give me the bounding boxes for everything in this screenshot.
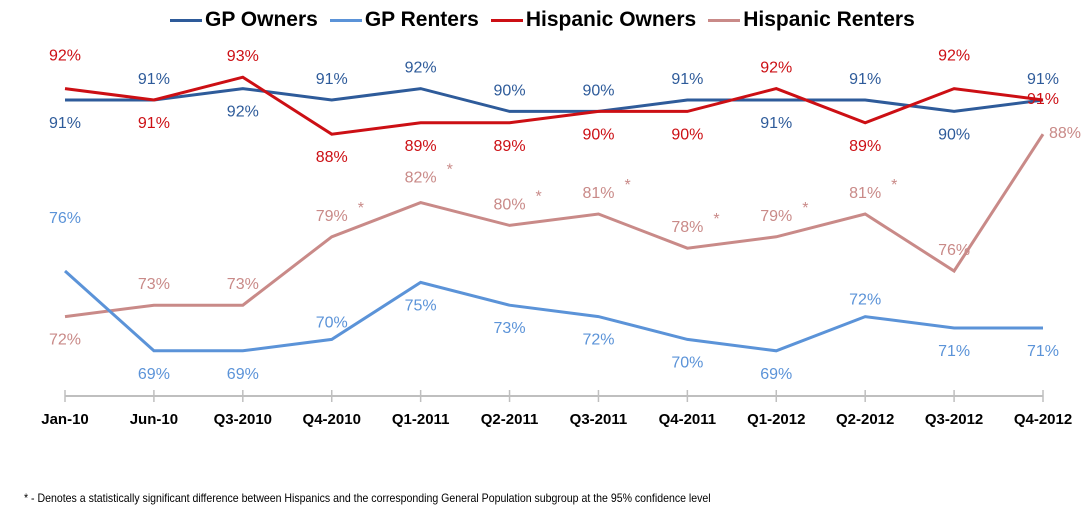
data-label-gp-owners: 91%	[49, 115, 81, 132]
data-label-hispanic-owners: 90%	[671, 126, 703, 143]
data-label-gp-renters: 69%	[760, 366, 792, 383]
data-label-gp-owners: 91%	[849, 71, 881, 88]
data-label-hispanic-owners: 88%	[316, 149, 348, 166]
x-tick-label: Jan-10	[41, 411, 89, 428]
x-tick-label: Q1-2011	[392, 411, 450, 428]
data-label-gp-owners: 91%	[1027, 71, 1059, 88]
x-tick-label: Jun-10	[130, 411, 178, 428]
x-tick-label: Q3-2012	[925, 411, 983, 428]
data-label-gp-renters: 72%	[849, 292, 881, 309]
data-label-hispanic-renters: 76%	[938, 242, 970, 259]
data-label-gp-renters: 69%	[138, 366, 170, 383]
data-label-gp-owners: 90%	[494, 82, 526, 99]
data-label-gp-renters: 70%	[316, 314, 348, 331]
significance-marker: *	[624, 177, 630, 194]
series-line-hispanic-renters	[64, 133, 1045, 319]
legend-swatch-gp-renters	[329, 18, 362, 22]
data-label-gp-owners: 91%	[316, 71, 348, 88]
data-label-gp-renters: 69%	[227, 366, 259, 383]
data-label-gp-renters: 70%	[671, 354, 703, 371]
legend-label-hispanic-renters: Hispanic Renters	[743, 8, 915, 31]
legend-swatch-hispanic-renters	[708, 18, 741, 22]
line-chart: Jan-10 Jun-10 Q3-2010 Q4-2010 Q1-2011 Q2-2011…	[41, 48, 1081, 428]
x-tick-label: Q2-2012	[836, 411, 894, 428]
x-tick-label: Q4-2010	[303, 411, 361, 428]
significance-marker: *	[536, 188, 542, 205]
x-tick-label: Q4-2011	[659, 411, 717, 428]
series-line-gp-owners	[65, 87, 1044, 113]
data-label-gp-owners: 90%	[582, 82, 614, 99]
data-label-gp-owners: 91%	[671, 71, 703, 88]
data-label-gp-owners: 92%	[227, 104, 259, 121]
data-label-hispanic-renters: 79%	[760, 208, 792, 225]
data-label-hispanic-owners: 92%	[938, 48, 970, 65]
legend-item-gp-renters: GP Renters	[329, 8, 479, 32]
significance-marker: *	[802, 200, 808, 217]
significance-marker: *	[358, 200, 364, 217]
data-label-hispanic-renters: 82%	[405, 170, 437, 187]
legend-item-hispanic-owners: Hispanic Owners	[490, 8, 697, 32]
data-label-hispanic-owners: 91%	[138, 115, 170, 132]
x-tick-label: Q3-2011	[570, 411, 628, 428]
data-label-hispanic-renters: 73%	[227, 276, 259, 293]
legend-label-gp-renters: GP Renters	[364, 8, 479, 31]
x-tick-label: Q3-2010	[214, 411, 272, 428]
data-label-hispanic-renters: 78%	[671, 219, 703, 236]
data-label-gp-owners: 91%	[138, 71, 170, 88]
data-label-hispanic-owners: 91%	[1027, 91, 1059, 108]
data-label-gp-renters: 75%	[405, 297, 437, 314]
data-label-hispanic-renters: 81%	[582, 185, 614, 202]
legend-item-hispanic-renters: Hispanic Renters	[708, 8, 915, 32]
data-label-hispanic-renters: 72%	[49, 332, 81, 349]
x-tick-label: Q2-2011	[481, 411, 539, 428]
data-label-hispanic-owners: 92%	[760, 60, 792, 77]
legend-swatch-gp-owners	[170, 18, 202, 22]
data-label-gp-owners: 91%	[760, 115, 792, 132]
data-label-gp-renters: 76%	[49, 210, 81, 227]
data-label-hispanic-owners: 92%	[49, 48, 81, 65]
data-label-hispanic-owners: 89%	[405, 138, 437, 155]
legend-label-hispanic-owners: Hispanic Owners	[525, 8, 697, 31]
data-label-gp-renters: 73%	[494, 320, 526, 337]
data-label-hispanic-owners: 89%	[849, 138, 881, 155]
series-line-hispanic-owners	[64, 75, 1044, 136]
data-label-hispanic-renters: 81%	[849, 185, 881, 202]
data-label-gp-owners: 92%	[405, 60, 437, 77]
data-label-hispanic-owners: 93%	[227, 48, 259, 65]
series-line-gp-renters	[63, 269, 1043, 353]
data-label-hispanic-renters: 80%	[494, 196, 526, 213]
x-tick-label: Q4-2012	[1014, 411, 1072, 428]
data-label-gp-renters: 71%	[1027, 343, 1059, 360]
data-label-hispanic-renters: 73%	[138, 276, 170, 293]
significance-marker: *	[447, 162, 453, 179]
significance-marker: *	[891, 177, 897, 194]
chart-legend: GP Owners GP Renters Hispanic Owners His…	[170, 8, 927, 32]
x-tick-label: Q1-2012	[747, 411, 805, 428]
significance-marker: *	[713, 211, 719, 228]
data-label-gp-owners: 90%	[938, 126, 970, 143]
data-label-hispanic-owners: 90%	[582, 126, 614, 143]
legend-item-gp-owners: GP Owners	[170, 8, 318, 32]
data-label-hispanic-renters: 88%	[1049, 125, 1081, 142]
x-axis-ticks: Jan-10 Jun-10 Q3-2010 Q4-2010 Q1-2011 Q2-2011…	[41, 390, 1072, 428]
data-label-hispanic-owners: 89%	[494, 138, 526, 155]
legend-label-gp-owners: GP Owners	[205, 8, 318, 31]
data-labels: 91% 91% 92% 91% 92% 90% 90% 91% 91% 91% 90% 91% 76% 6…	[49, 48, 1081, 383]
data-label-gp-renters: 71%	[938, 343, 970, 360]
data-label-gp-renters: 72%	[582, 332, 614, 349]
data-label-hispanic-renters: 79%	[316, 208, 348, 225]
legend-swatch-hispanic-owners	[490, 18, 523, 22]
footnote: * - Denotes a statistically significant …	[24, 491, 711, 505]
series-lines	[63, 75, 1045, 353]
